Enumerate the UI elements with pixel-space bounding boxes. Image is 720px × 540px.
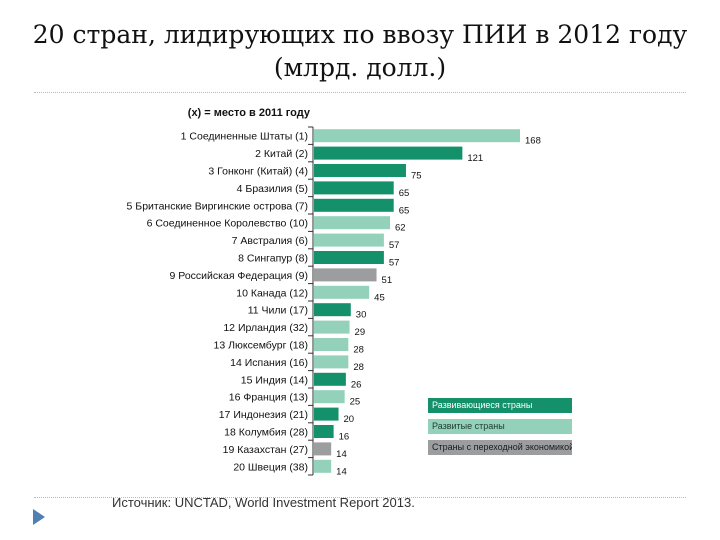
bar — [314, 216, 391, 230]
bar — [314, 251, 384, 264]
bar — [314, 442, 332, 456]
category-label: 4 Бразилия (5) — [237, 183, 308, 195]
bar — [314, 425, 334, 438]
data-label: 28 — [353, 362, 364, 373]
category-label: 6 Соединенное Королевство (10) — [147, 218, 308, 230]
legend: Развивающиеся страны Развитые страны Стр… — [428, 398, 572, 461]
bar — [314, 303, 351, 317]
bar — [314, 146, 463, 160]
category-label: 17 Индонезия (21) — [219, 409, 308, 421]
data-label: 65 — [399, 205, 410, 216]
data-label: 26 — [351, 379, 362, 390]
data-label: 20 — [344, 414, 355, 425]
category-label: 20 Швеция (38) — [233, 461, 308, 473]
category-label: 19 Казахстан (27) — [223, 444, 308, 456]
source-note: Источник: UNCTAD, World Investment Repor… — [112, 495, 415, 510]
data-label: 25 — [350, 397, 361, 408]
chart-subtitle: (x) = место в 2011 году — [188, 107, 311, 119]
data-label: 65 — [399, 188, 410, 199]
legend-item-transition: Страны с переходной экономикой — [428, 440, 572, 455]
bar — [314, 372, 346, 386]
bar — [314, 198, 394, 212]
bar — [314, 233, 384, 247]
bar — [314, 355, 349, 369]
data-label: 121 — [467, 153, 483, 164]
data-label: 62 — [395, 223, 406, 234]
legend-item-developing: Развивающиеся страны — [428, 398, 572, 413]
data-label: 30 — [356, 310, 367, 321]
data-label: 28 — [353, 345, 364, 356]
category-label: 3 Гонконг (Китай) (4) — [208, 166, 308, 178]
data-label: 29 — [355, 327, 366, 338]
bar — [314, 390, 345, 404]
data-label: 57 — [389, 240, 400, 251]
category-label: 16 Франция (13) — [229, 392, 308, 404]
bottom-divider — [34, 497, 686, 498]
category-label: 12 Ирландия (32) — [223, 322, 308, 334]
top-divider — [34, 92, 686, 93]
category-label: 13 Люксембург (18) — [214, 340, 308, 352]
category-label: 10 Канада (12) — [236, 287, 308, 299]
bar — [314, 338, 349, 351]
bar — [314, 320, 350, 334]
bar — [314, 285, 370, 299]
category-label: 11 Чили (17) — [248, 305, 308, 317]
bar — [314, 129, 520, 143]
source-label: Источник: — [112, 495, 172, 510]
category-label: 18 Колумбия (28) — [224, 427, 308, 439]
bar — [314, 181, 394, 195]
data-label: 16 — [339, 432, 350, 443]
data-label: 14 — [336, 466, 347, 477]
category-label: 2 Китай (2) — [255, 148, 308, 160]
category-label: 8 Сингапур (8) — [238, 253, 308, 265]
category-label: 1 Соединенные Штаты (1) — [181, 131, 308, 143]
data-label: 45 — [374, 292, 385, 303]
slide-arrow-icon — [33, 509, 45, 525]
bar — [314, 164, 406, 177]
source-text: UNCTAD, World Investment Report 2013. — [174, 495, 415, 510]
data-label: 51 — [382, 275, 393, 286]
data-label: 168 — [525, 136, 541, 147]
category-label: 14 Испания (16) — [230, 357, 308, 369]
category-label: 9 Российская Федерация (9) — [170, 270, 308, 282]
category-label: 7 Австралия (6) — [232, 235, 308, 247]
data-label: 14 — [336, 449, 347, 460]
data-label: 75 — [411, 171, 422, 182]
category-label: 15 Индия (14) — [241, 374, 308, 386]
category-label: 5 Британские Виргинские острова (7) — [127, 200, 308, 212]
bar — [314, 407, 339, 421]
bar — [314, 268, 377, 282]
legend-item-developed: Развитые страны — [428, 419, 572, 434]
data-label: 57 — [389, 258, 400, 269]
page-title: 20 стран, лидирующих по ввозу ПИИ в 2012… — [32, 20, 688, 82]
bar — [314, 459, 332, 473]
